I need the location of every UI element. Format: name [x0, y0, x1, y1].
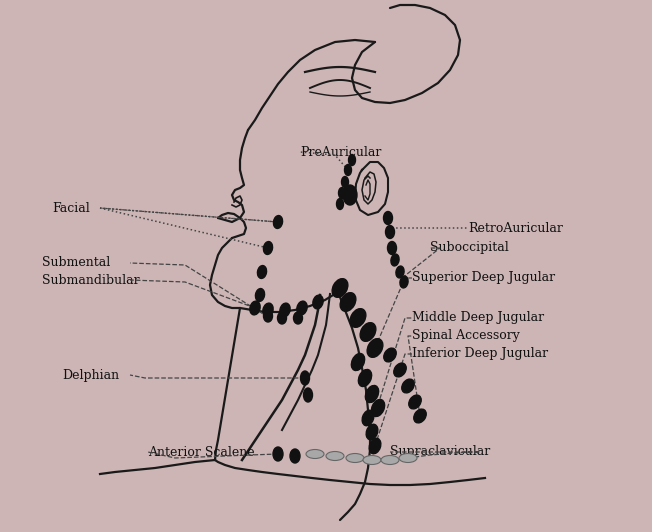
Text: RetroAuricular: RetroAuricular: [468, 221, 563, 235]
Ellipse shape: [350, 309, 366, 327]
Ellipse shape: [365, 386, 379, 403]
Ellipse shape: [332, 279, 348, 297]
Text: Suboccipital: Suboccipital: [430, 242, 509, 254]
Ellipse shape: [394, 363, 406, 377]
Ellipse shape: [340, 293, 356, 311]
Ellipse shape: [273, 447, 283, 461]
Ellipse shape: [414, 409, 426, 423]
Text: Superior Deep Jugular: Superior Deep Jugular: [412, 271, 555, 285]
Ellipse shape: [336, 198, 344, 210]
Ellipse shape: [387, 242, 396, 254]
Ellipse shape: [362, 410, 374, 426]
Ellipse shape: [349, 154, 355, 165]
Ellipse shape: [293, 312, 303, 324]
Text: Anterior Scalene: Anterior Scalene: [148, 445, 255, 459]
Ellipse shape: [351, 353, 364, 371]
Ellipse shape: [256, 288, 265, 302]
Text: Supraclavicular: Supraclavicular: [390, 445, 490, 459]
Ellipse shape: [385, 226, 394, 238]
Text: Delphian: Delphian: [62, 369, 119, 381]
Ellipse shape: [369, 438, 381, 454]
Ellipse shape: [399, 453, 417, 462]
Ellipse shape: [263, 310, 273, 322]
Ellipse shape: [306, 450, 324, 459]
Ellipse shape: [363, 455, 381, 464]
Text: Inferior Deep Jugular: Inferior Deep Jugular: [412, 347, 548, 361]
Ellipse shape: [367, 339, 383, 358]
Ellipse shape: [409, 395, 421, 409]
Ellipse shape: [381, 455, 399, 464]
Ellipse shape: [360, 323, 376, 342]
Ellipse shape: [338, 187, 346, 198]
Ellipse shape: [278, 312, 286, 324]
Ellipse shape: [346, 453, 364, 462]
Ellipse shape: [372, 400, 385, 417]
Text: Spinal Accessory: Spinal Accessory: [412, 329, 520, 343]
Ellipse shape: [263, 242, 273, 254]
Text: Facial: Facial: [52, 202, 90, 214]
Ellipse shape: [326, 452, 344, 461]
Text: PreAuricular: PreAuricular: [300, 145, 381, 159]
Ellipse shape: [402, 379, 414, 393]
Ellipse shape: [258, 265, 267, 278]
Ellipse shape: [384, 348, 396, 362]
Ellipse shape: [366, 424, 378, 440]
Ellipse shape: [400, 276, 408, 288]
Ellipse shape: [250, 301, 260, 315]
Ellipse shape: [263, 303, 273, 317]
Ellipse shape: [290, 449, 300, 463]
Ellipse shape: [273, 215, 282, 228]
Text: Submental: Submental: [42, 256, 110, 270]
Text: Middle Deep Jugular: Middle Deep Jugular: [412, 312, 544, 325]
Ellipse shape: [359, 369, 372, 387]
Ellipse shape: [301, 371, 310, 385]
Ellipse shape: [342, 177, 349, 187]
Ellipse shape: [391, 254, 399, 266]
Ellipse shape: [383, 212, 393, 225]
Ellipse shape: [280, 303, 290, 317]
Ellipse shape: [297, 301, 307, 315]
Ellipse shape: [343, 185, 357, 205]
Ellipse shape: [396, 266, 404, 278]
Ellipse shape: [344, 164, 351, 176]
Ellipse shape: [303, 388, 312, 402]
Ellipse shape: [313, 295, 323, 309]
Text: Submandibular: Submandibular: [42, 273, 140, 287]
